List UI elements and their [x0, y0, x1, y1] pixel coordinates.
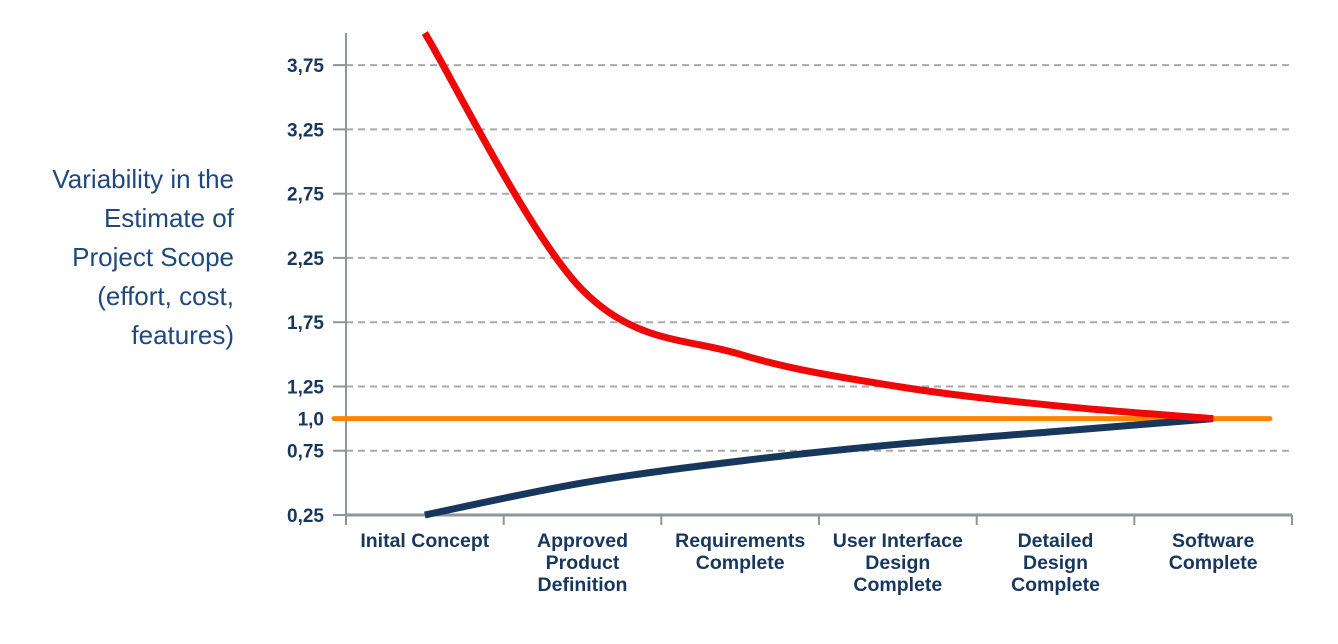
x-category-label: Complete [853, 574, 942, 596]
y-tick-label: 3,75 [287, 56, 324, 77]
x-category-label: Complete [1011, 574, 1100, 596]
x-category-label: Approved [537, 530, 628, 552]
x-category-label: Software [1172, 530, 1255, 552]
y-axis-title-line: Estimate of [103, 203, 234, 233]
y-tick-label: 1,75 [287, 313, 324, 334]
x-category-label: Product [546, 552, 620, 574]
x-category-label: Detailed [1018, 530, 1094, 552]
y-tick-label: 3,25 [287, 120, 324, 141]
y-tick-label: 2,75 [287, 185, 324, 206]
x-category-label: Complete [1169, 552, 1258, 574]
y-tick-label: 2,25 [287, 249, 324, 270]
x-category-label: User Interface [833, 530, 963, 552]
y-axis-title-line: Project Scope [72, 242, 234, 272]
series-line-upper-estimate-bound [421, 31, 1214, 423]
x-category-label: Definition [538, 574, 628, 596]
x-category-label: Inital Concept [360, 530, 489, 552]
y-tick-label: 1,25 [287, 378, 324, 399]
y-axis-title-line: features) [131, 320, 234, 350]
y-axis-title-line: Variability in the [52, 164, 234, 194]
x-category-label: Requirements [675, 530, 805, 552]
y-axis-title-line: (effort, cost, [97, 281, 234, 311]
x-category-label: Complete [696, 552, 785, 574]
y-tick-label: 0,25 [287, 506, 324, 527]
x-category-label: Design [1023, 552, 1088, 574]
y-tick-label: 1,0 [298, 410, 324, 431]
x-category-label: Design [865, 552, 930, 574]
y-axis-title: Variability in the Estimate of Project S… [8, 160, 234, 355]
y-tick-label: 0,75 [287, 442, 324, 463]
series-line-lower-estimate-bound [424, 415, 1214, 519]
